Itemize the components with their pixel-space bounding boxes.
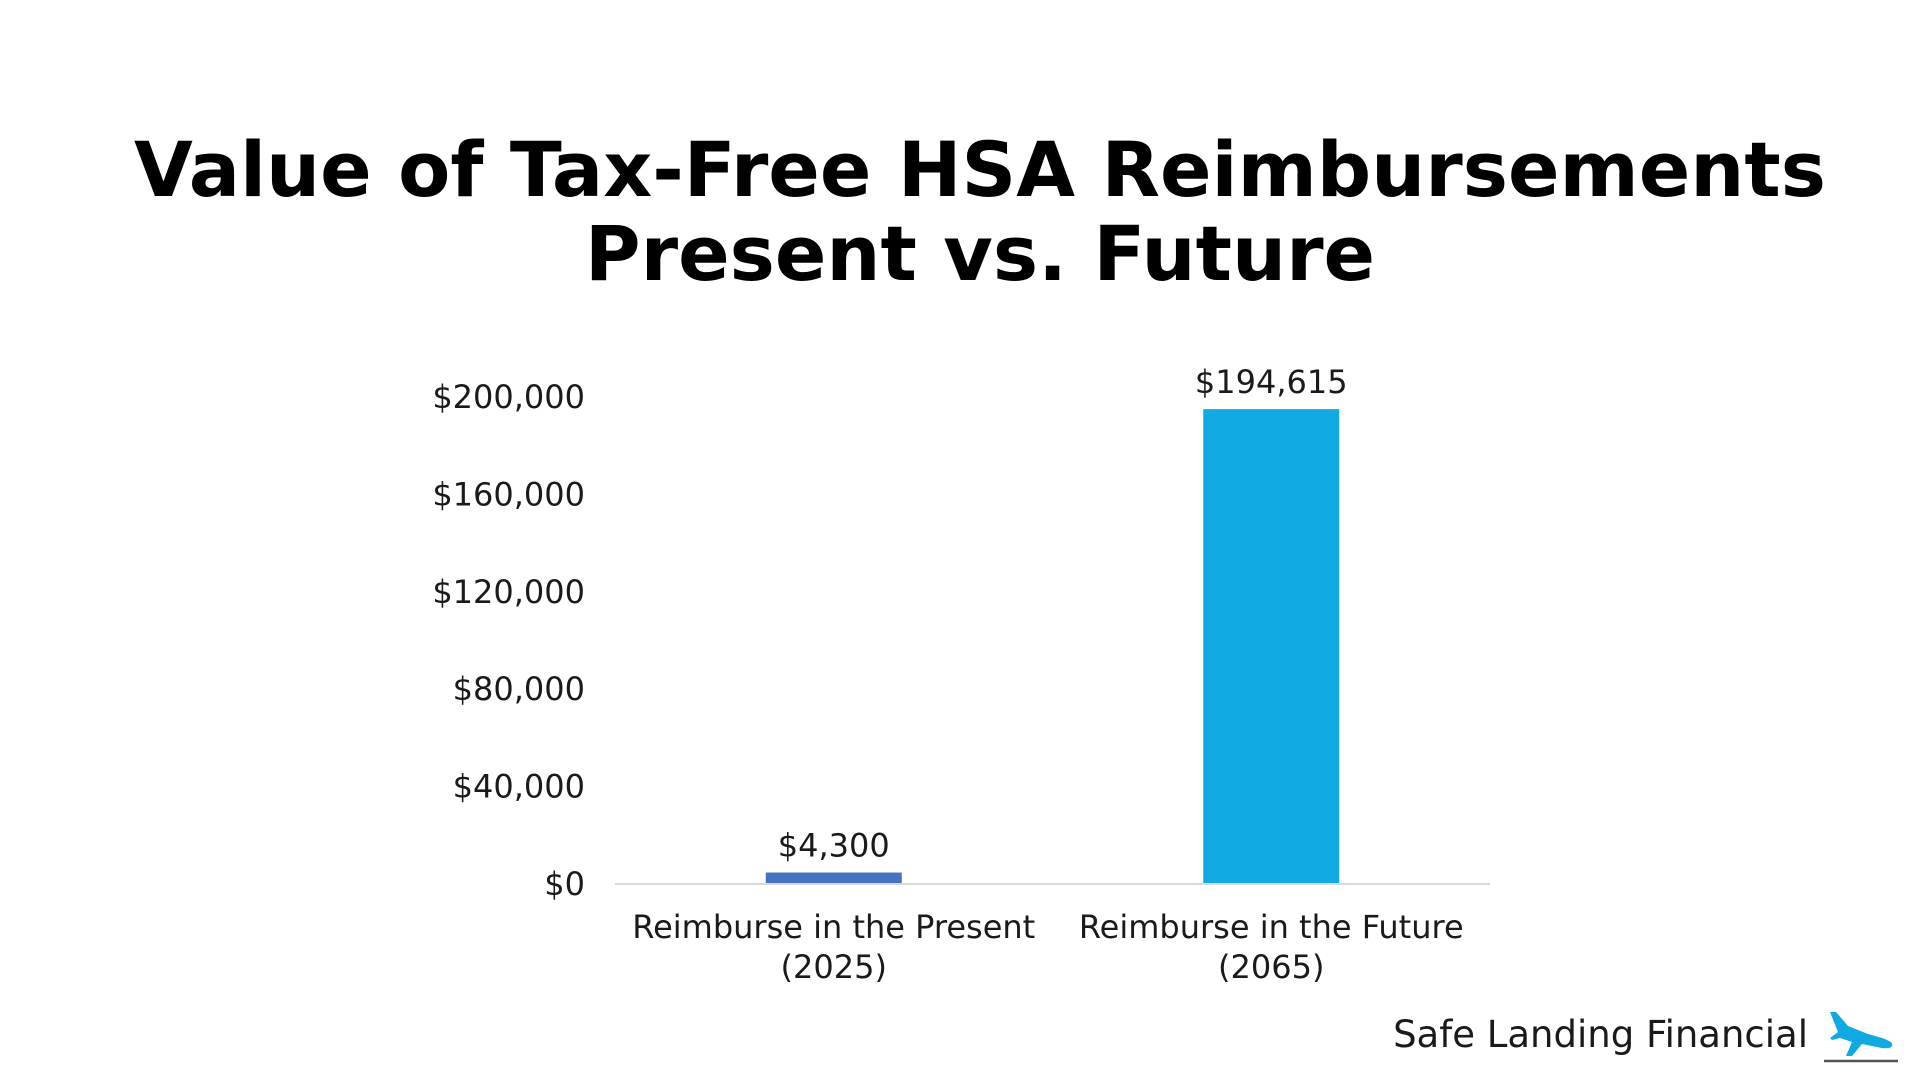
y-tick-label: $0 bbox=[544, 865, 585, 903]
y-tick-label: $200,000 bbox=[432, 378, 585, 416]
y-tick-label: $120,000 bbox=[432, 573, 585, 611]
bar bbox=[1203, 409, 1340, 883]
brand-name: Safe Landing Financial bbox=[1393, 1012, 1808, 1056]
bar bbox=[765, 872, 902, 883]
x-tick-label: Reimburse in the Present bbox=[632, 908, 1035, 946]
landing-airplane-icon bbox=[1824, 1012, 1898, 1063]
x-tick-label: Reimburse in the Future bbox=[1079, 908, 1464, 946]
data-label: $194,615 bbox=[1195, 363, 1348, 401]
chart-title-line-2: Present vs. Future bbox=[584, 209, 1376, 298]
x-tick-label: (2065) bbox=[1218, 948, 1324, 986]
chart-title: Value of Tax-Free HSA Reimbursements Pre… bbox=[0, 128, 1920, 296]
x-tick-label: (2025) bbox=[781, 948, 887, 986]
y-tick-label: $40,000 bbox=[453, 768, 585, 806]
y-tick-label: $160,000 bbox=[432, 475, 585, 513]
data-label: $4,300 bbox=[778, 827, 890, 865]
footer-brand: Safe Landing Financial bbox=[1393, 999, 1900, 1069]
chart-title-line-1: Value of Tax-Free HSA Reimbursements bbox=[134, 125, 1826, 214]
y-tick-label: $80,000 bbox=[453, 670, 585, 708]
